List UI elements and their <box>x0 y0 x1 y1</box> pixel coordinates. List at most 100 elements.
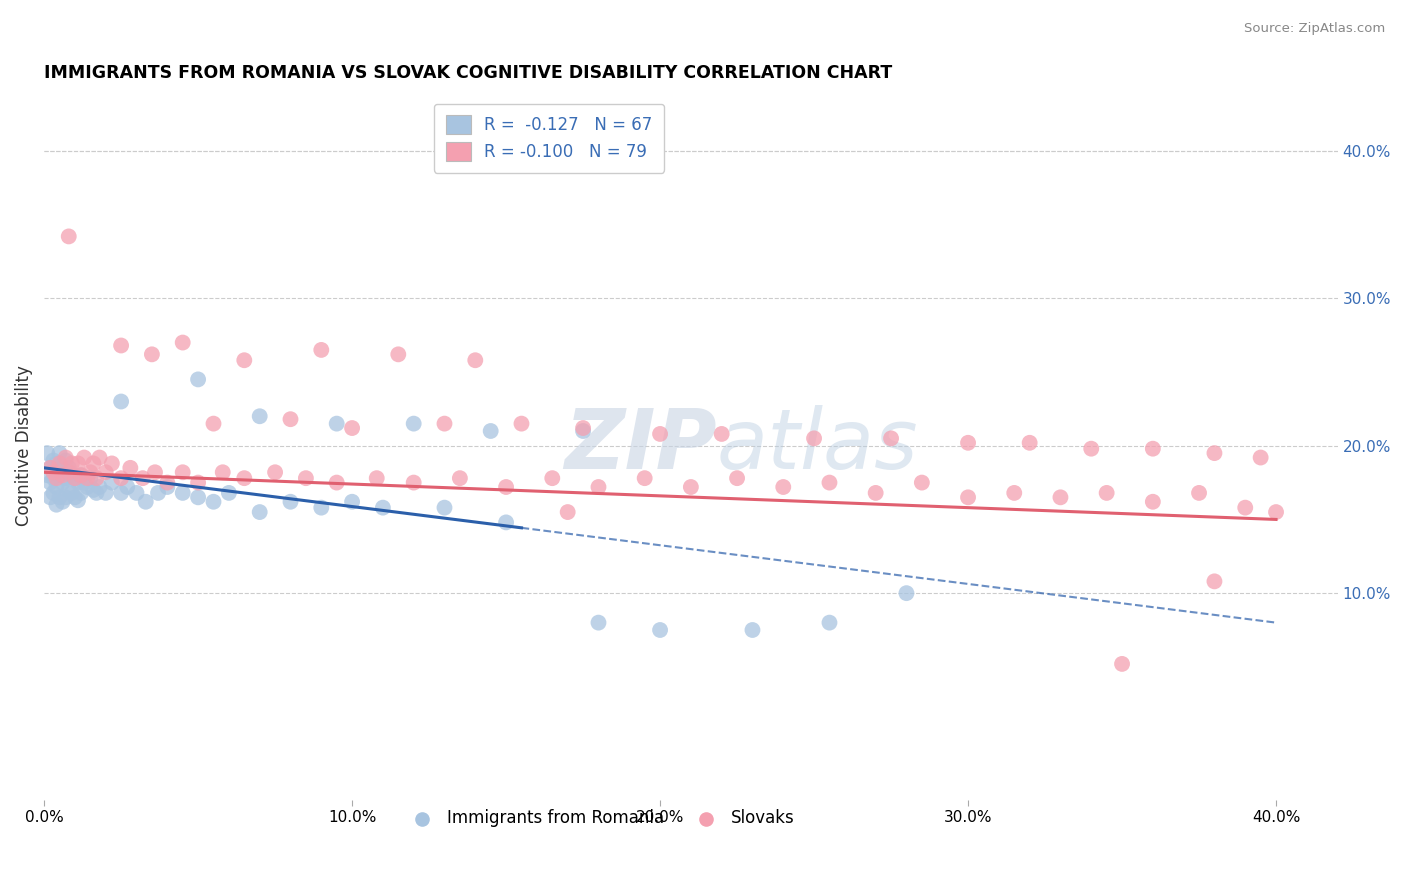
Point <box>311 343 333 357</box>
Point <box>125 486 148 500</box>
Point <box>648 426 671 441</box>
Point <box>52 460 75 475</box>
Point <box>187 372 209 386</box>
Point <box>52 468 75 483</box>
Point <box>60 468 83 483</box>
Point <box>39 460 62 475</box>
Point <box>818 475 841 490</box>
Text: ZIP: ZIP <box>564 405 717 486</box>
Point <box>679 480 702 494</box>
Point <box>76 471 98 485</box>
Point <box>143 465 166 479</box>
Point <box>741 623 763 637</box>
Point <box>135 495 157 509</box>
Point <box>66 475 89 490</box>
Point <box>37 468 59 483</box>
Point <box>45 471 67 485</box>
Text: atlas: atlas <box>717 405 918 486</box>
Point <box>1049 491 1071 505</box>
Point <box>101 475 124 490</box>
Point <box>880 431 903 445</box>
Point <box>957 435 980 450</box>
Point <box>433 500 456 515</box>
Point <box>110 394 132 409</box>
Text: IMMIGRANTS FROM ROMANIA VS SLOVAK COGNITIVE DISABILITY CORRELATION CHART: IMMIGRANTS FROM ROMANIA VS SLOVAK COGNIT… <box>44 64 893 82</box>
Point <box>249 409 271 424</box>
Point <box>249 505 271 519</box>
Point <box>39 460 62 475</box>
Point <box>42 486 65 500</box>
Point <box>557 505 579 519</box>
Point <box>58 465 80 479</box>
Point <box>101 457 124 471</box>
Point <box>896 586 918 600</box>
Point <box>202 495 225 509</box>
Point <box>402 417 425 431</box>
Point <box>366 471 388 485</box>
Point <box>1265 505 1288 519</box>
Point <box>39 475 62 490</box>
Point <box>1095 486 1118 500</box>
Point <box>131 471 153 485</box>
Point <box>495 516 517 530</box>
Point <box>58 483 80 497</box>
Point <box>187 491 209 505</box>
Point <box>1234 500 1257 515</box>
Point <box>340 495 363 509</box>
Legend: Immigrants from Romania, Slovaks: Immigrants from Romania, Slovaks <box>399 802 801 834</box>
Point <box>172 335 194 350</box>
Point <box>1018 435 1040 450</box>
Point <box>1204 574 1226 589</box>
Point <box>311 500 333 515</box>
Point <box>710 426 733 441</box>
Point <box>572 421 595 435</box>
Point <box>63 471 86 485</box>
Point <box>55 450 77 465</box>
Point <box>42 453 65 467</box>
Point <box>295 471 318 485</box>
Point <box>772 480 794 494</box>
Point <box>371 500 394 515</box>
Point <box>172 465 194 479</box>
Point <box>865 486 887 500</box>
Point <box>48 468 70 483</box>
Point <box>1080 442 1102 456</box>
Point <box>233 353 256 368</box>
Point <box>541 471 564 485</box>
Point <box>280 412 302 426</box>
Point <box>818 615 841 630</box>
Point <box>48 491 70 505</box>
Point <box>66 457 89 471</box>
Point <box>79 465 101 479</box>
Point <box>495 480 517 494</box>
Point <box>588 480 610 494</box>
Text: Source: ZipAtlas.com: Source: ZipAtlas.com <box>1244 22 1385 36</box>
Point <box>94 465 117 479</box>
Point <box>37 446 59 460</box>
Point <box>55 453 77 467</box>
Point <box>1142 442 1164 456</box>
Point <box>510 417 533 431</box>
Point <box>1188 486 1211 500</box>
Point <box>82 483 104 497</box>
Point <box>156 475 179 490</box>
Point <box>803 431 825 445</box>
Point <box>172 486 194 500</box>
Point <box>110 338 132 352</box>
Point <box>120 460 142 475</box>
Point <box>156 480 179 494</box>
Point <box>110 471 132 485</box>
Point <box>58 460 80 475</box>
Point <box>340 421 363 435</box>
Point <box>45 498 67 512</box>
Point <box>648 623 671 637</box>
Point <box>387 347 409 361</box>
Point <box>325 475 347 490</box>
Point <box>464 353 486 368</box>
Point <box>218 486 240 500</box>
Point <box>66 493 89 508</box>
Point <box>63 491 86 505</box>
Point <box>42 471 65 485</box>
Point <box>48 457 70 471</box>
Point <box>86 471 108 485</box>
